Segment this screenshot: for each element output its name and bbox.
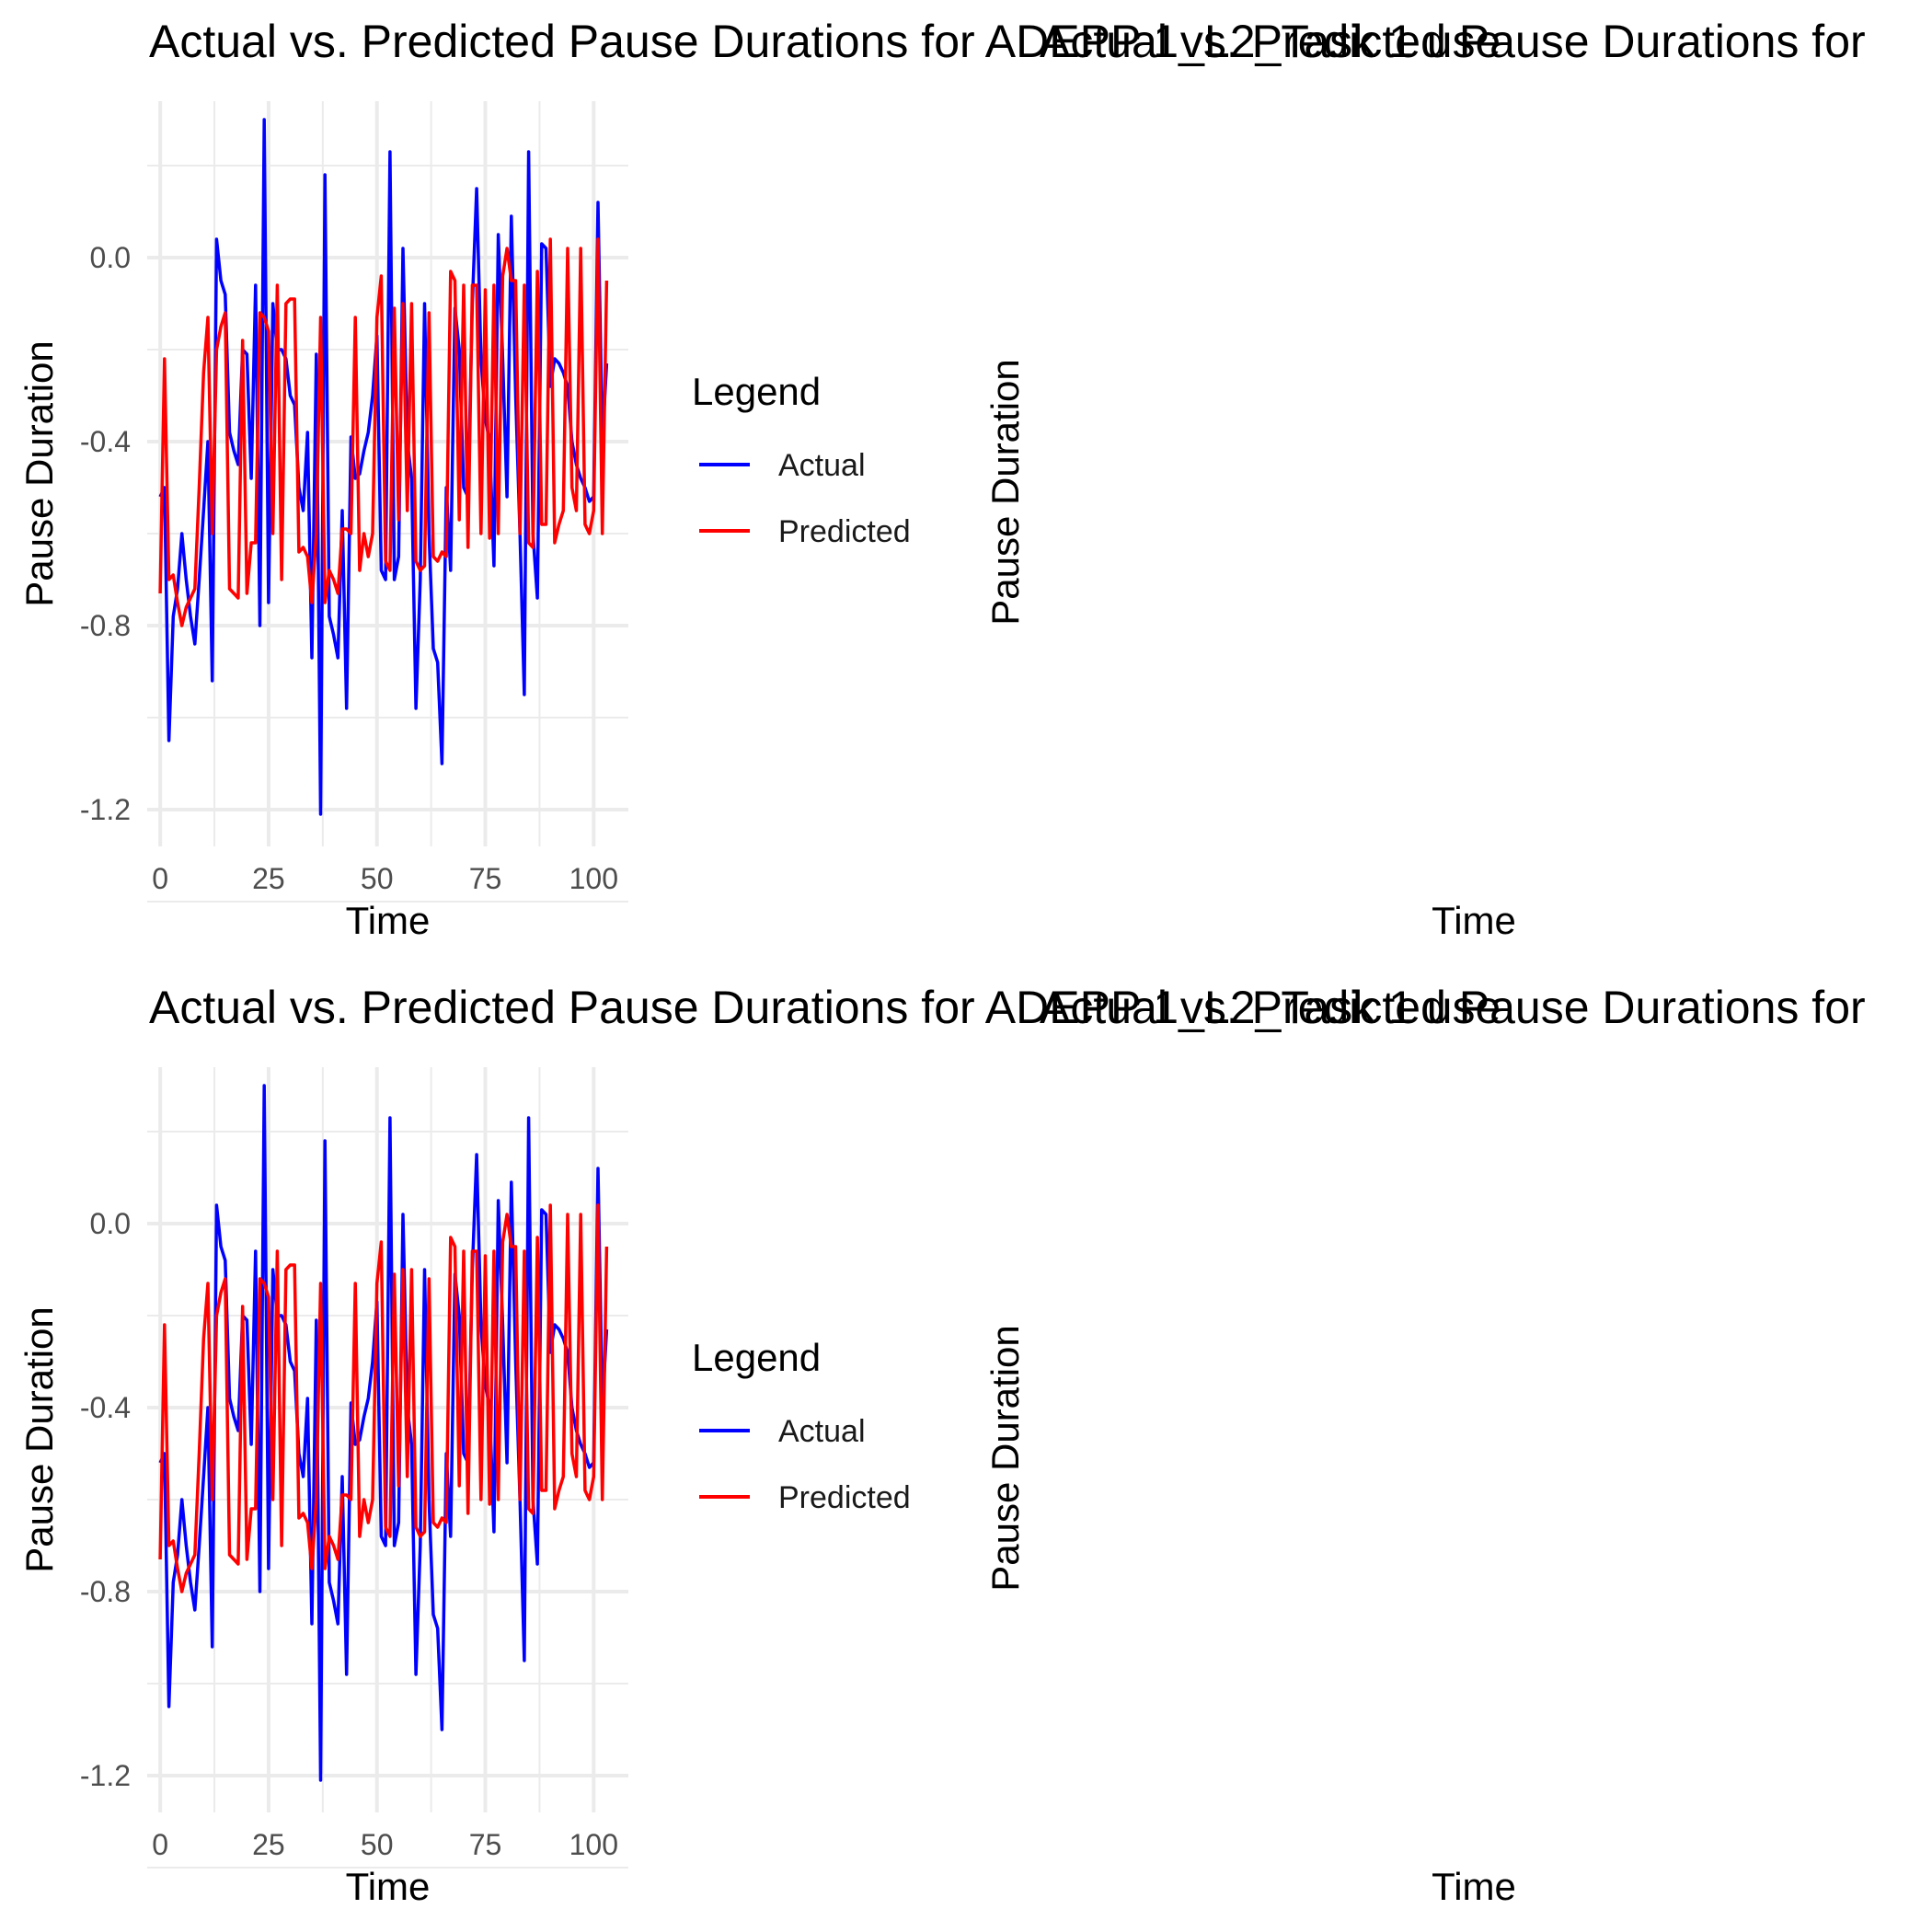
y-tick-label: -1.2 — [80, 793, 131, 826]
y-tick-label: -0.4 — [80, 1391, 131, 1424]
x-tick-label: 25 — [252, 1828, 285, 1861]
y-axis-title: Pause Duration — [17, 1306, 61, 1573]
legend-label-predicted: Predicted — [778, 1480, 911, 1515]
chart-title: Actual vs. Predicted Pause Durations for… — [149, 982, 1501, 1033]
y-tick-label: 0.0 — [90, 241, 131, 274]
y-axis-title: Pause Duration — [983, 1325, 1027, 1592]
chart-panel-3: Actual vs. Predicted Pause Durations for… — [17, 982, 1501, 1908]
chart-panel-2: Actual vs. Predicted Pause Durations for… — [983, 16, 1866, 942]
series-line-actual — [158, 1084, 609, 1782]
legend-title: Legend — [692, 1336, 821, 1379]
x-axis-title: Time — [1432, 899, 1516, 942]
x-tick-label: 50 — [361, 1828, 394, 1861]
y-tick-label: -0.4 — [80, 425, 131, 458]
legend-title: Legend — [692, 370, 821, 413]
y-tick-label: -0.8 — [80, 609, 131, 642]
x-tick-label: 75 — [469, 862, 502, 895]
y-axis-title: Pause Duration — [17, 340, 61, 607]
series-line-predicted — [158, 1203, 609, 1593]
x-tick-label: 100 — [569, 862, 618, 895]
x-tick-label: 0 — [152, 1828, 168, 1861]
x-axis-title: Time — [346, 1865, 431, 1908]
y-tick-label: -0.8 — [80, 1575, 131, 1608]
x-tick-label: 25 — [252, 862, 285, 895]
chart-panel-4: Actual vs. Predicted Pause Durations for… — [983, 982, 1866, 1908]
y-tick-label: -1.2 — [80, 1759, 131, 1792]
y-axis-title: Pause Duration — [983, 359, 1027, 626]
series-line-predicted — [158, 237, 609, 627]
x-tick-label: 100 — [569, 1828, 618, 1861]
chart-title: Actual vs. Predicted Pause Durations for — [1040, 16, 1866, 67]
y-tick-label: 0.0 — [90, 1207, 131, 1240]
x-axis-title: Time — [1432, 1865, 1516, 1908]
series-line-actual — [158, 118, 609, 816]
x-tick-label: 50 — [361, 862, 394, 895]
chart-title: Actual vs. Predicted Pause Durations for… — [149, 16, 1501, 67]
chart-panel-1: Actual vs. Predicted Pause Durations for… — [17, 16, 1501, 942]
chart-title: Actual vs. Predicted Pause Durations for — [1040, 982, 1866, 1033]
x-tick-label: 75 — [469, 1828, 502, 1861]
x-tick-label: 0 — [152, 862, 168, 895]
legend-label-actual: Actual — [778, 1414, 866, 1449]
legend-label-predicted: Predicted — [778, 514, 911, 549]
x-axis-title: Time — [346, 899, 431, 942]
legend-label-actual: Actual — [778, 448, 866, 483]
